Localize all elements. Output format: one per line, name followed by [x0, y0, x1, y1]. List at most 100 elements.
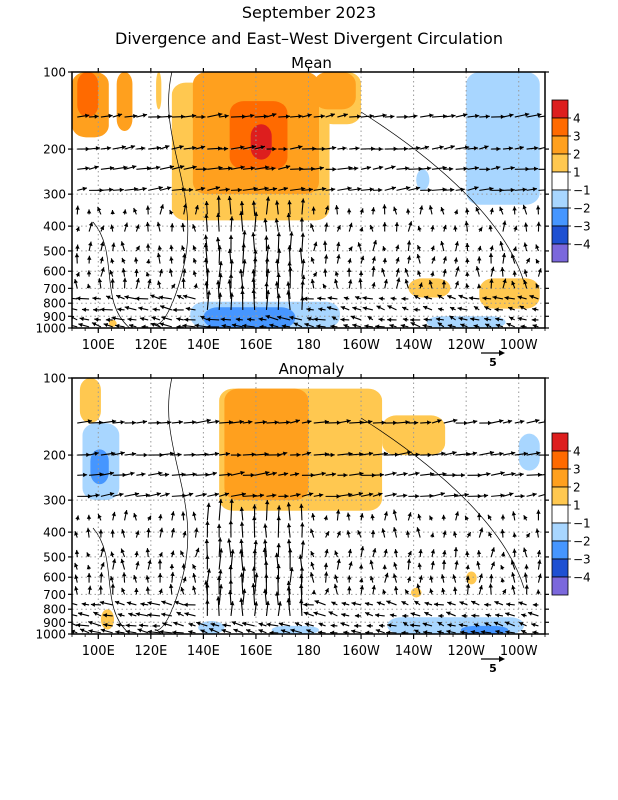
wind-vector-arrow: [239, 597, 244, 616]
colorbar-label: 3: [573, 130, 581, 144]
wind-vector-arrow: [331, 601, 338, 606]
wind-vector-arrow: [105, 295, 113, 300]
wind-vector-arrow: [393, 562, 398, 570]
wind-vector-arrow: [452, 531, 458, 538]
wind-vector-arrow: [86, 573, 92, 583]
wind-vector-arrow: [536, 549, 542, 558]
wind-vector-arrow: [343, 296, 350, 301]
wind-vector-arrow: [500, 551, 506, 558]
wind-vector-arrow: [420, 166, 432, 171]
wind-vector-arrow: [77, 166, 90, 171]
wind-vector-arrow: [508, 316, 516, 321]
wind-vector-arrow: [523, 279, 528, 289]
wind-vector-arrow: [467, 186, 479, 191]
wind-vector-arrow: [111, 511, 116, 521]
wind-vector-arrow: [396, 471, 408, 477]
x-tick-label: 120E: [134, 644, 167, 659]
wind-vector-arrow: [495, 613, 504, 618]
wind-vector-arrow: [395, 244, 400, 252]
x-tick-label: 140E: [187, 644, 220, 659]
wind-vector-arrow: [111, 316, 125, 321]
wind-vector-arrow: [156, 252, 162, 264]
wind-vector-arrow: [351, 601, 362, 606]
wind-vector-arrow: [410, 322, 421, 328]
wind-vector-arrow: [310, 223, 315, 232]
wind-vector-arrow: [304, 322, 314, 328]
wind-vector-arrow: [419, 205, 424, 215]
wind-vector-arrow: [393, 549, 399, 558]
wind-vector-arrow: [157, 245, 162, 252]
wind-vector-arrow: [170, 550, 175, 558]
wind-vector-arrow: [135, 224, 140, 232]
wind-vector-arrow: [396, 493, 408, 498]
wind-vector-arrow: [77, 186, 88, 192]
wind-vector-arrow: [372, 472, 384, 478]
wind-vector-arrow: [464, 220, 469, 232]
wind-vector-arrow: [396, 114, 409, 120]
colorbar-swatch: [551, 225, 569, 245]
wind-vector-arrow: [454, 280, 460, 289]
wind-vector-arrow: [127, 317, 137, 322]
wind-vector-arrow: [278, 165, 291, 170]
wind-vector-arrow: [89, 493, 100, 498]
wind-vector-arrow: [354, 623, 362, 629]
wind-vector-arrow: [205, 554, 210, 570]
colorbar-swatch: [551, 117, 569, 137]
wind-vector-arrow: [173, 621, 184, 627]
wind-vector-arrow: [121, 257, 126, 264]
wind-vector-arrow: [216, 523, 222, 538]
wind-vector-arrow: [128, 323, 137, 328]
wind-vector-arrow: [219, 166, 233, 171]
wind-vector-arrow: [369, 224, 374, 232]
wind-vector-arrow: [458, 294, 468, 300]
wind-vector-arrow: [229, 216, 234, 232]
wind-vector-arrow: [228, 273, 234, 289]
wind-vector-arrow: [372, 187, 383, 193]
wind-vector-arrow: [269, 323, 279, 328]
wind-vector-arrow: [375, 324, 385, 328]
wind-vector-arrow: [112, 113, 123, 118]
wind-vector-arrow: [350, 315, 362, 321]
wind-vector-arrow: [395, 268, 400, 277]
wind-vector-arrow: [424, 601, 433, 606]
colorbar-swatch: [551, 171, 569, 191]
wind-vector-arrow: [148, 492, 162, 497]
wind-vector-arrow: [157, 280, 162, 289]
wind-vector-arrow: [430, 245, 435, 252]
wind-vector-arrow: [491, 146, 501, 152]
wind-vector-arrow: [112, 145, 127, 150]
wind-vector-arrow: [348, 279, 353, 289]
wind-vector-arrow: [524, 584, 529, 595]
wind-vector-arrow: [242, 452, 256, 457]
wind-vector-arrow: [311, 206, 316, 215]
wind-vector-arrow: [499, 206, 504, 215]
wind-vector-arrow: [447, 295, 456, 300]
wind-vector-arrow: [276, 272, 281, 289]
wind-vector-arrow: [499, 241, 504, 252]
wind-vector-arrow: [88, 620, 102, 627]
wind-vector-arrow: [479, 450, 495, 456]
colorbar-label: 2: [573, 481, 581, 495]
wind-vector-arrow: [265, 600, 270, 616]
wind-vector-arrow: [479, 493, 489, 498]
wind-vector-arrow: [502, 220, 507, 232]
wind-vector-arrow: [408, 186, 421, 191]
wind-vector-arrow: [418, 282, 423, 289]
wind-vector-arrow: [491, 471, 505, 476]
wind-vector-arrow: [301, 113, 312, 118]
wind-vector-arrow: [181, 277, 186, 289]
panel-title: Anomaly: [279, 360, 345, 378]
wind-vector-arrow: [172, 307, 184, 313]
wind-vector-arrow: [384, 114, 395, 119]
wind-vector-arrow: [218, 492, 230, 497]
wind-vector-arrow: [331, 316, 338, 321]
wind-vector-arrow: [219, 472, 232, 477]
wind-vector-arrow: [430, 549, 436, 558]
y-tick-label: 1000: [35, 628, 66, 642]
wind-vector-arrow: [386, 600, 397, 606]
wind-vector-arrow: [206, 324, 220, 328]
wind-vector-arrow: [136, 472, 146, 477]
wind-vector-arrow: [287, 200, 292, 215]
wind-vector-arrow: [269, 630, 279, 634]
